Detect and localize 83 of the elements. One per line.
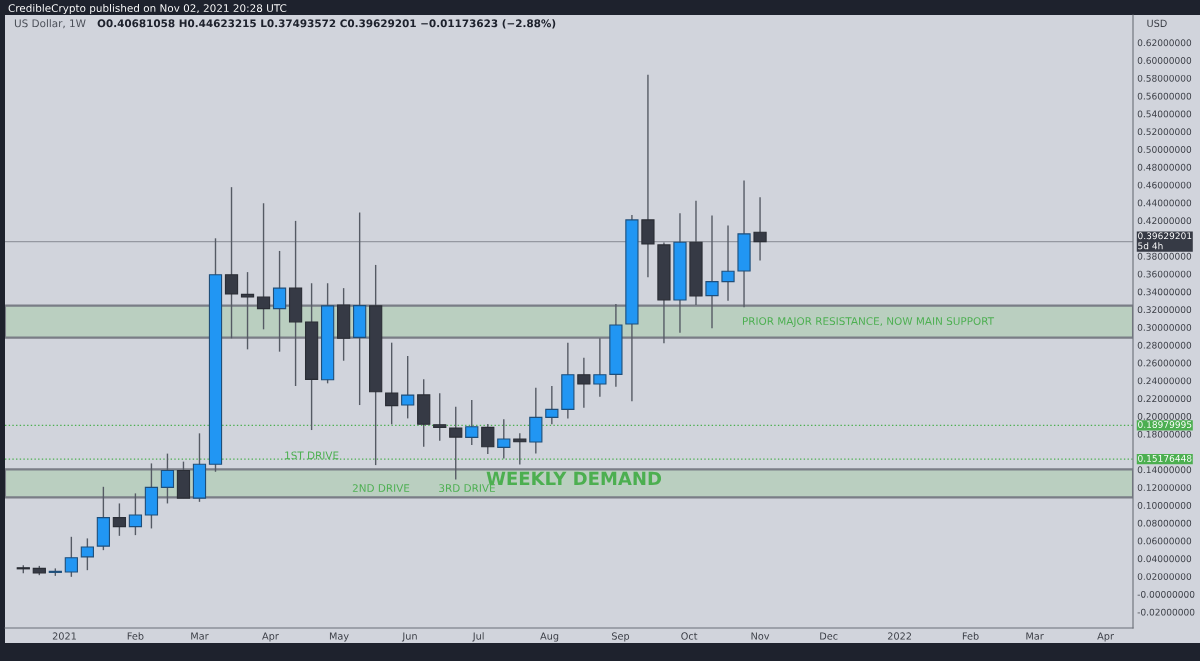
y-tick-label: 0.56000000 [1137, 92, 1192, 100]
y-tick-label: 0.44000000 [1137, 199, 1192, 207]
y-tick-label: 0.52000000 [1137, 128, 1192, 136]
y-tick-label: 0.28000000 [1137, 341, 1192, 349]
ref-line-label: 0.39629201 5d 4h [1138, 232, 1192, 250]
x-tick-label: Dec [820, 632, 838, 640]
y-tick-label: -0.02000000 [1137, 608, 1195, 616]
candlestick [128, 492, 143, 536]
y-tick-label: 0.46000000 [1137, 181, 1192, 189]
candlestick [513, 432, 527, 466]
y-tick-label: 0.18000000 [1137, 430, 1192, 438]
y-tick-label: 0.04000000 [1137, 555, 1192, 563]
candlestick [641, 74, 655, 278]
y-tick-label: 0.34000000 [1137, 288, 1192, 296]
y-tick-label: 0.30000000 [1137, 324, 1192, 331]
annotation: 3RD DRIVE [439, 484, 495, 493]
y-tick-label: 0.02000000 [1137, 573, 1192, 580]
candlestick [256, 202, 271, 331]
candlestick [481, 423, 495, 455]
annotation: 2ND DRIVE [352, 484, 410, 492]
candlestick [433, 392, 447, 442]
y-tick-label: 0.10000000 [1137, 501, 1192, 509]
annotation: WEEKLY DEMAND [486, 471, 662, 485]
x-tick-label: Feb [962, 632, 979, 640]
x-tick-label: May [329, 632, 349, 642]
y-tick-label: 0.54000000 [1137, 110, 1192, 118]
y-tick-label: 0.62000000 [1137, 39, 1192, 47]
y-tick-label: 0.14000000 [1137, 466, 1192, 474]
chart-title: US Dollar, 1W [14, 19, 86, 29]
candlestick [224, 186, 239, 340]
candlestick [577, 357, 591, 409]
candlestick [449, 406, 463, 481]
y-tick-label: 0.42000000 [1137, 217, 1192, 225]
y-axis-title: USD [1147, 19, 1167, 28]
candlestick [272, 250, 287, 353]
annotation: PRIOR MAJOR RESISTANCE, NOW MAIN SUPPORT [742, 317, 995, 327]
chart-subtitle: O0.40681058 H0.44623215 L0.37493572 C0.39629201 −0.01173623 (−2.88%) [97, 19, 556, 29]
y-tick-label: 0.38000000 [1137, 252, 1192, 260]
y-tick-label: 0.48000000 [1137, 163, 1192, 171]
y-tick-label: 0.06000000 [1137, 537, 1192, 545]
y-tick-label: 0.24000000 [1137, 377, 1192, 385]
ref-line-label: 0.15176448 [1138, 454, 1192, 462]
x-tick-label: Jun [401, 632, 417, 642]
y-tick-label: 0.60000000 [1137, 57, 1192, 64]
candlestick [64, 536, 78, 578]
x-tick-label: Apr [262, 632, 279, 642]
x-tick-label: Mar [191, 632, 209, 640]
candlestick [465, 399, 479, 446]
y-tick-label: 0.22000000 [1137, 395, 1192, 403]
candlestick [497, 418, 511, 460]
x-tick-label: Sep [611, 632, 630, 642]
candlestick [721, 224, 735, 302]
candlestick [593, 337, 607, 398]
x-tick-label: Oct [681, 632, 698, 640]
y-tick-label: 0.32000000 [1137, 306, 1192, 314]
x-tick-label: Nov [751, 632, 770, 640]
x-tick-label: Jul [472, 632, 484, 642]
candlestick [80, 537, 94, 571]
x-tick-label: Mar [1026, 632, 1044, 640]
y-tick-label: 0.50000000 [1137, 146, 1192, 153]
candlestick [753, 196, 767, 262]
x-tick-label: Feb [127, 632, 144, 640]
y-tick-label: -0.00000000 [1137, 590, 1195, 598]
y-tick-label: 0.12000000 [1137, 484, 1192, 491]
x-tick-label: 2021 [52, 632, 76, 640]
candlestick [385, 341, 399, 426]
candlestick [240, 271, 255, 351]
x-tick-label: 2022 [887, 632, 912, 640]
annotation: 1ST DRIVE [285, 451, 339, 460]
y-tick-label: 0.26000000 [1137, 359, 1192, 367]
candlestick [160, 452, 175, 505]
y-tick-label: 0.58000000 [1137, 74, 1192, 82]
candlestick [705, 214, 719, 329]
candlestick [401, 355, 415, 420]
x-tick-label: Apr [1097, 632, 1114, 642]
candlestick [112, 502, 127, 537]
y-tick-label: 0.36000000 [1137, 270, 1192, 278]
x-tick-label: Aug [540, 632, 559, 642]
y-tick-label: 0.08000000 [1137, 519, 1192, 527]
ref-line-label: 0.18979995 [1138, 421, 1192, 428]
y-tick-label: 0.20000000 [1137, 412, 1192, 420]
candlestick [545, 385, 559, 426]
text: CredibleCrypto published on Nov 02, 2021 20:28 UTC [8, 3, 287, 15]
